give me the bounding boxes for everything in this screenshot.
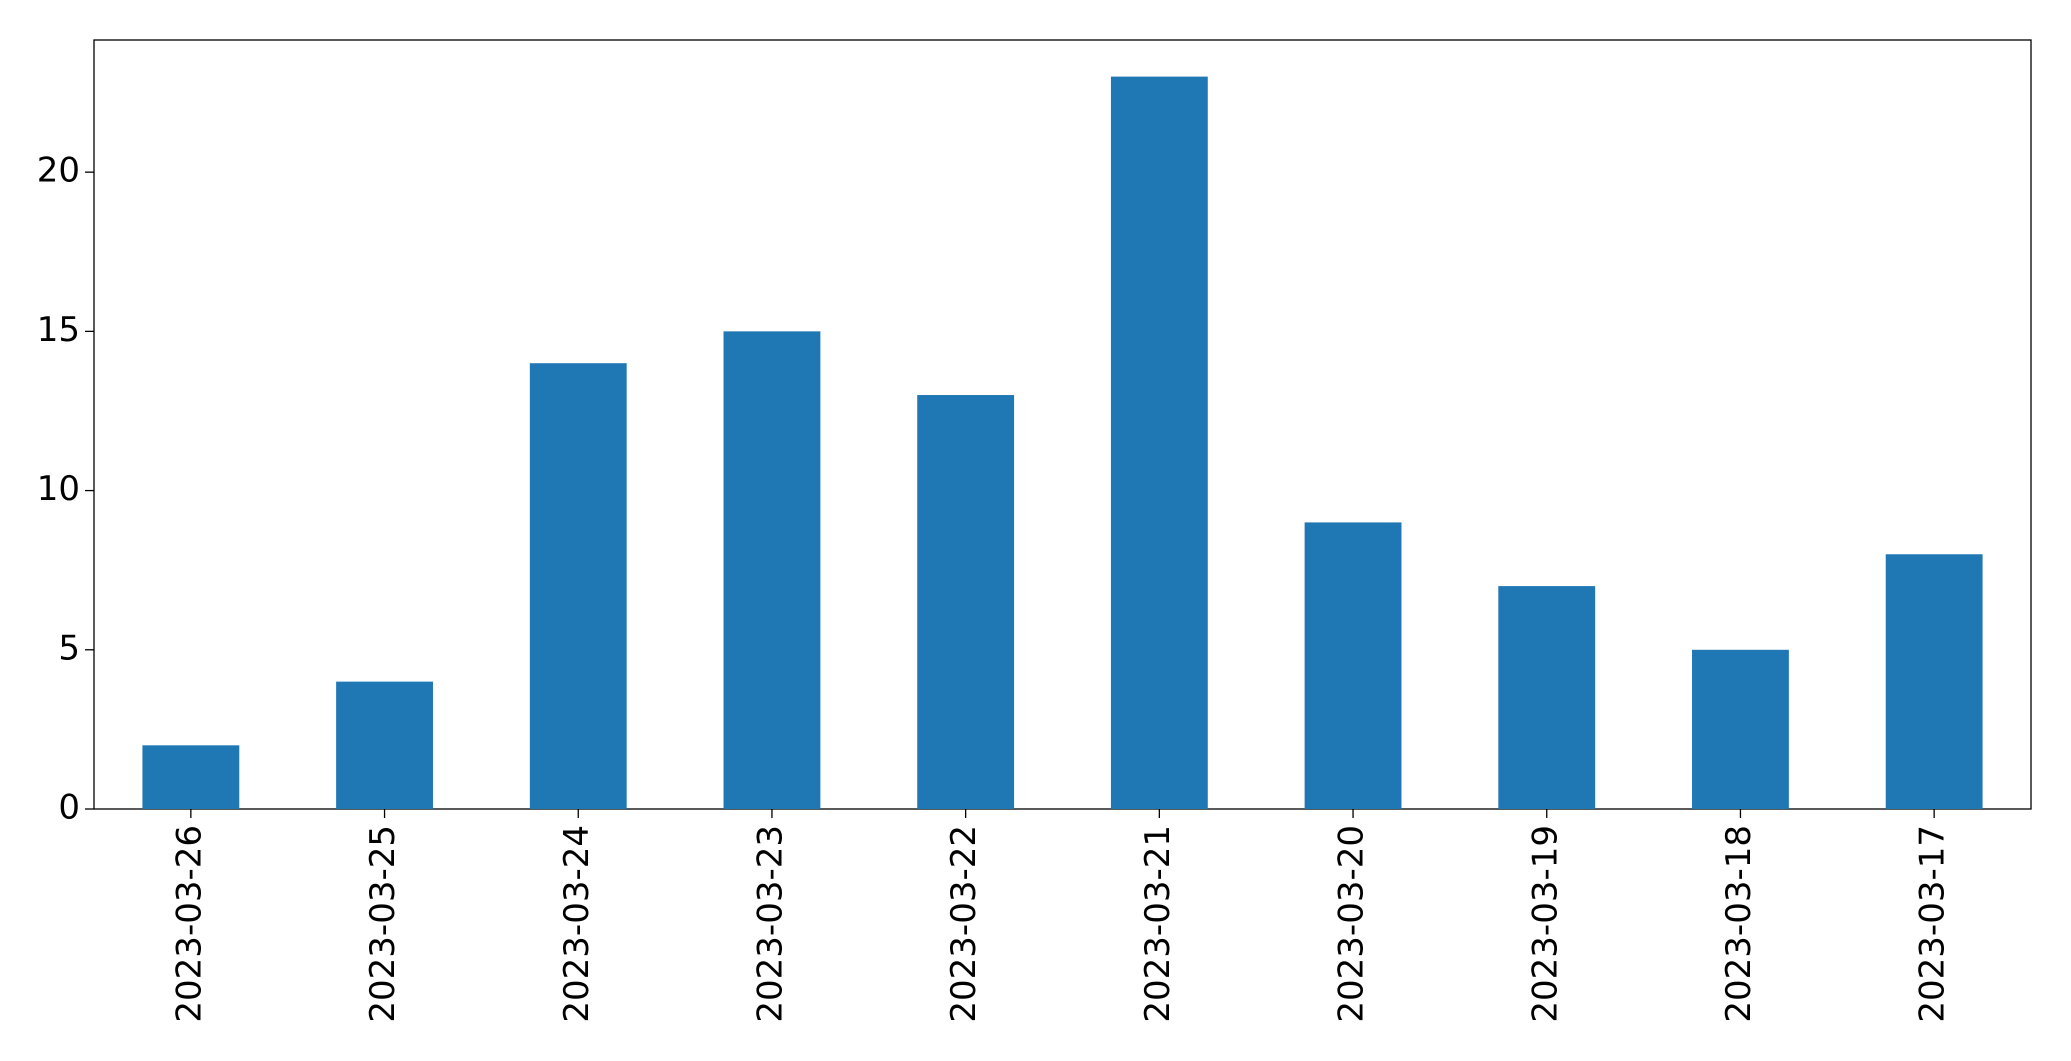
x-tick-label: 2023-03-23 <box>750 825 790 1023</box>
y-tick-label: 0 <box>58 788 80 828</box>
x-tick-label: 2023-03-24 <box>557 825 597 1023</box>
x-tick-label: 2023-03-17 <box>1913 825 1953 1023</box>
y-tick-label: 15 <box>37 310 80 350</box>
x-tick-label: 2023-03-21 <box>1138 825 1178 1023</box>
y-tick-label: 10 <box>37 469 80 509</box>
bar <box>1692 649 1789 809</box>
x-tick-label: 2023-03-25 <box>363 825 403 1023</box>
x-tick-label: 2023-03-18 <box>1719 825 1759 1023</box>
bar <box>142 745 240 809</box>
y-tick-label: 5 <box>58 628 80 668</box>
x-tick-label: 2023-03-22 <box>944 825 984 1023</box>
bar <box>336 681 433 809</box>
bar <box>1304 522 1402 809</box>
x-tick-label: 2023-03-20 <box>1332 825 1372 1023</box>
bar <box>723 331 821 809</box>
x-tick-label: 2023-03-19 <box>1525 825 1565 1023</box>
bar <box>1498 586 1596 809</box>
bar <box>1110 76 1208 810</box>
y-tick-label: 20 <box>37 151 80 191</box>
bar <box>917 395 1015 809</box>
bar <box>529 363 627 809</box>
plot-frame <box>93 39 2032 810</box>
bar <box>1885 554 1983 809</box>
x-tick-label: 2023-03-26 <box>169 825 209 1023</box>
